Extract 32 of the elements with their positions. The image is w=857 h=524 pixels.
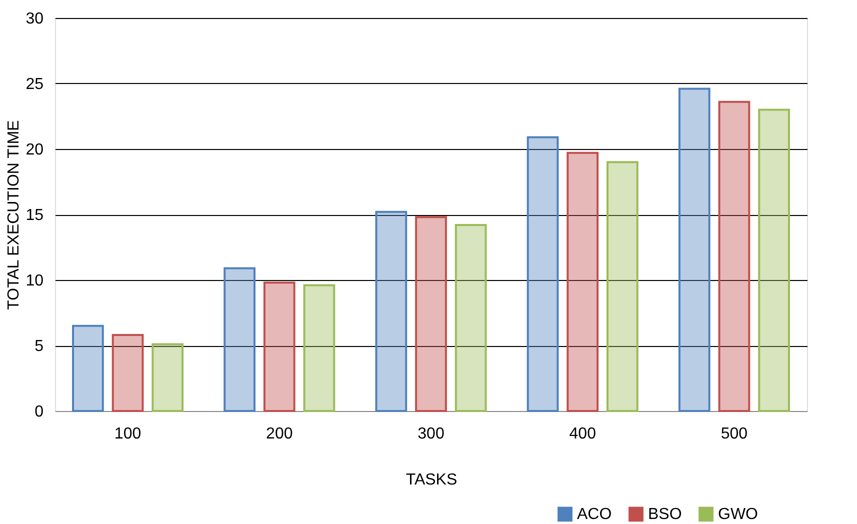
bar [263,282,296,412]
y-tick-label: 5 [34,338,44,355]
bar [566,152,599,412]
bar [606,161,638,412]
y-tick-label: 10 [26,272,44,290]
bar [678,88,710,412]
bar [72,324,104,412]
y-tick-label: 25 [26,76,44,93]
x-tick-label: 200 [266,426,293,442]
x-tick-label: 500 [720,426,748,442]
y-tick-label: 20 [26,142,44,158]
y-tick-label: 0 [34,404,44,420]
bar [224,267,256,412]
bar [758,108,790,412]
bar [112,334,144,412]
legend-label: BSO [648,506,682,524]
bar [375,210,408,412]
y-tick-label: 30 [26,10,44,28]
bar [152,343,184,412]
bar [718,100,750,412]
x-axis-title: TASKS [406,472,458,488]
legend-label: GWO [718,506,758,524]
legend-label: ACO [577,506,612,524]
bar [303,284,336,412]
x-tick-label: 400 [569,426,596,442]
bar [415,216,447,412]
y-axis-title: TOTAL EXECUTION TIME [6,120,23,310]
bar [454,224,487,412]
x-tick-label: 300 [418,426,444,442]
bar [526,136,559,412]
y-tick-label: 15 [26,207,44,224]
x-tick-label: 100 [114,426,142,442]
